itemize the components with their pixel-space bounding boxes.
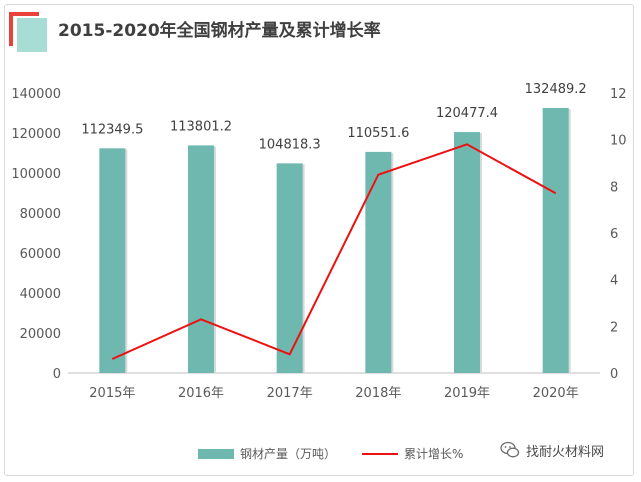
legend: 钢材产量（万吨） 累计增长% <box>198 445 489 462</box>
bar-data-label: 120477.4 <box>436 106 498 121</box>
x-tick-label: 2017年 <box>267 386 313 401</box>
bar-data-label: 113801.2 <box>170 119 232 134</box>
x-tick-label: 2020年 <box>533 386 579 401</box>
bar <box>188 145 214 373</box>
x-tick-label: 2018年 <box>355 386 401 401</box>
y-left-tick-label: 60000 <box>20 247 61 262</box>
bar-data-labels: 112349.5 113801.2 104818.3 110551.6 120477.4… <box>81 82 586 152</box>
x-tick-labels: 2015年 2016年 2017年 2018年 2019年 2020年 <box>89 386 578 401</box>
x-tick-label: 2019年 <box>444 386 490 401</box>
watermark-text: 找耐火材料网 <box>526 444 605 460</box>
y-left-tick-label: 140000 <box>11 87 61 102</box>
y-left-tick-label: 100000 <box>11 167 61 182</box>
y-left-ticks: 0 20000 40000 60000 80000 100000 120000 140000 <box>11 87 61 382</box>
growth-line <box>111 143 557 360</box>
bar-data-label: 112349.5 <box>81 122 143 137</box>
x-tick-label: 2015年 <box>89 386 135 401</box>
legend-item-growth: 累计增长% <box>362 445 463 462</box>
bar <box>99 148 126 373</box>
bar <box>542 108 569 373</box>
legend-swatch-bar <box>198 448 234 459</box>
y-left-tick-label: 0 <box>53 367 61 382</box>
legend-label-production: 钢材产量（万吨） <box>240 447 337 461</box>
bar <box>365 151 392 373</box>
bar <box>454 132 480 373</box>
legend-item-production: 钢材产量（万吨） <box>198 445 336 462</box>
y-left-tick-label: 80000 <box>20 207 61 222</box>
y-right-tick-label: 0 <box>610 367 618 382</box>
y-right-tick-label: 4 <box>610 274 618 289</box>
wechat-icon <box>500 441 520 458</box>
y-right-ticks: 0 2 4 6 8 10 12 <box>610 87 627 382</box>
watermark: 找耐火材料网 <box>500 440 604 460</box>
legend-swatch-line <box>362 452 399 455</box>
chart-frame <box>4 4 634 476</box>
chart-title: 2015-2020年全国钢材产量及累计增长率 <box>58 21 381 41</box>
bar-data-label: 132489.2 <box>525 82 587 97</box>
y-left-tick-label: 20000 <box>20 327 61 342</box>
bar-data-label: 104818.3 <box>259 137 321 152</box>
y-right-tick-label: 12 <box>610 87 627 102</box>
legend-label-growth: 累计增长% <box>404 447 464 461</box>
bar-data-label: 110551.6 <box>347 126 409 141</box>
x-tick-label: 2016年 <box>178 386 224 401</box>
y-right-tick-label: 8 <box>610 180 618 195</box>
title-decoration <box>9 12 47 52</box>
y-right-tick-label: 2 <box>610 320 618 335</box>
y-left-tick-label: 40000 <box>20 287 61 302</box>
bar-series <box>99 108 571 373</box>
y-left-tick-label: 120000 <box>11 127 61 142</box>
y-right-tick-label: 10 <box>610 134 627 149</box>
y-right-tick-label: 6 <box>610 227 618 242</box>
bar <box>276 163 303 373</box>
